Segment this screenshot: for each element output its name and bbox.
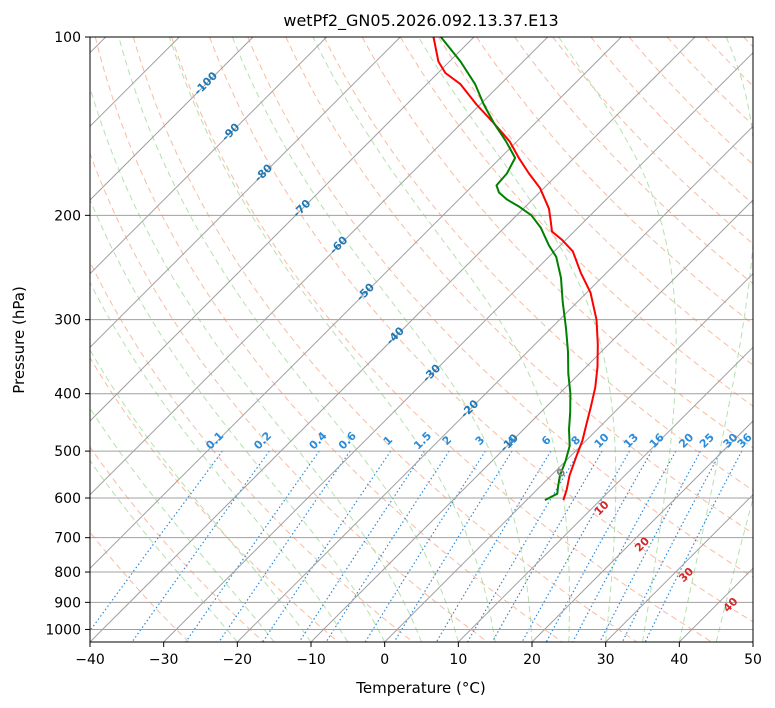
moist-adiabat-line xyxy=(558,37,677,642)
temperature-profile-line xyxy=(432,37,599,501)
moist-adiabat-line xyxy=(417,37,617,642)
moist-adiabat-line xyxy=(312,37,570,642)
isotherm-line xyxy=(90,37,622,570)
dry-adiabat-line xyxy=(590,37,753,205)
x-tick-label: −20 xyxy=(223,652,253,668)
isotherm-line xyxy=(90,37,254,201)
mixing-ratio-line xyxy=(572,450,677,642)
mixing-ratio-line xyxy=(621,450,722,642)
mixing-ratio-line xyxy=(466,450,580,642)
mixing-ratio-line xyxy=(491,450,603,642)
dry-adiabat-line xyxy=(209,37,753,623)
isotherm-line xyxy=(384,272,753,642)
mixing-ratio-line xyxy=(393,450,513,642)
x-tick-label: 20 xyxy=(523,652,541,668)
mixing-ratio-line xyxy=(185,450,320,642)
x-axis: −40 −30 −20 −10 0 10 20 30 40 50 xyxy=(75,642,762,668)
isotherm-line xyxy=(90,37,401,349)
dry-adiabats xyxy=(90,37,753,642)
mixing-ratio-line xyxy=(131,450,270,642)
isobars xyxy=(90,37,753,630)
x-tick-label: 10 xyxy=(449,652,467,668)
y-tick-label: 400 xyxy=(54,387,81,403)
dry-adiabat-line xyxy=(171,37,712,642)
dry-adiabat-line xyxy=(132,37,638,642)
mixing-ratio-line xyxy=(218,450,351,642)
isotherm-line xyxy=(457,346,753,642)
isotherm-line xyxy=(90,37,328,275)
y-tick-label: 300 xyxy=(54,313,81,329)
moist-adiabat-line xyxy=(90,85,422,642)
mixing-ratio-line xyxy=(599,450,702,642)
sounding-profiles xyxy=(432,37,599,501)
dry-adiabat-line xyxy=(323,37,753,491)
x-tick-label: 30 xyxy=(597,652,615,668)
isotherm-line xyxy=(310,199,753,642)
y-tick-label: 500 xyxy=(54,444,81,460)
chart-title: wetPf2_GN05.2026.092.13.37.E13 xyxy=(283,11,558,31)
isotherms xyxy=(90,37,753,642)
x-tick-label: −40 xyxy=(75,652,105,668)
moist-adiabat-line xyxy=(168,37,496,642)
isotherm-line xyxy=(90,37,549,496)
y-tick-label: 800 xyxy=(54,565,81,581)
dry-adiabat-line xyxy=(399,37,753,407)
isotherm-line xyxy=(163,51,753,642)
y-tick-label: 900 xyxy=(54,595,81,611)
dry-adiabat-line xyxy=(437,37,753,366)
dry-adiabat-line xyxy=(90,356,339,642)
isotherm-line xyxy=(236,125,753,642)
moist-adiabat-line xyxy=(90,198,386,642)
y-axis-title: Pressure (hPa) xyxy=(10,286,28,394)
isotherm-line xyxy=(90,37,475,422)
dry-adiabat-line xyxy=(90,260,414,642)
x-tick-label: 50 xyxy=(744,652,762,668)
moist-adiabat-line xyxy=(90,281,349,642)
x-tick-label: −10 xyxy=(296,652,326,668)
mixing-ratio-lines xyxy=(90,450,743,642)
y-tick-label: 1000 xyxy=(45,622,81,638)
isotherm-line xyxy=(605,493,753,642)
mixing-ratio-line xyxy=(364,450,486,642)
mixing-ratio-line xyxy=(521,450,631,642)
y-tick-label: 600 xyxy=(54,491,81,507)
moist-adiabat-line xyxy=(118,37,459,642)
plot-frame xyxy=(89,36,754,643)
x-tick-label: 40 xyxy=(670,652,688,668)
y-tick-label: 700 xyxy=(54,531,81,547)
dry-adiabat-line xyxy=(552,37,753,245)
mixing-ratio-line xyxy=(545,450,653,642)
x-tick-label: 0 xyxy=(380,652,389,668)
x-tick-label: −30 xyxy=(149,652,179,668)
dry-adiabat-line xyxy=(285,37,753,535)
moist-adiabat-line xyxy=(231,37,533,642)
moist-adiabat-line xyxy=(90,407,275,642)
moist-adiabat-line xyxy=(715,497,753,642)
moist-adiabat-line xyxy=(90,459,238,642)
dry-adiabat-line xyxy=(94,37,563,642)
y-axis: 100 200 300 400 500 600 700 800 900 1000 xyxy=(45,30,90,638)
isotherm-line xyxy=(531,420,753,642)
dewpoint-profile-line xyxy=(440,37,572,501)
y-tick-label: 100 xyxy=(54,30,81,46)
dry-adiabat-line xyxy=(247,37,753,578)
isotherm-line xyxy=(90,37,696,642)
y-tick-label: 200 xyxy=(54,208,81,224)
x-axis-title: Temperature (°C) xyxy=(355,679,485,697)
dry-adiabat-line xyxy=(90,446,264,642)
mixing-ratio-line xyxy=(435,450,552,642)
